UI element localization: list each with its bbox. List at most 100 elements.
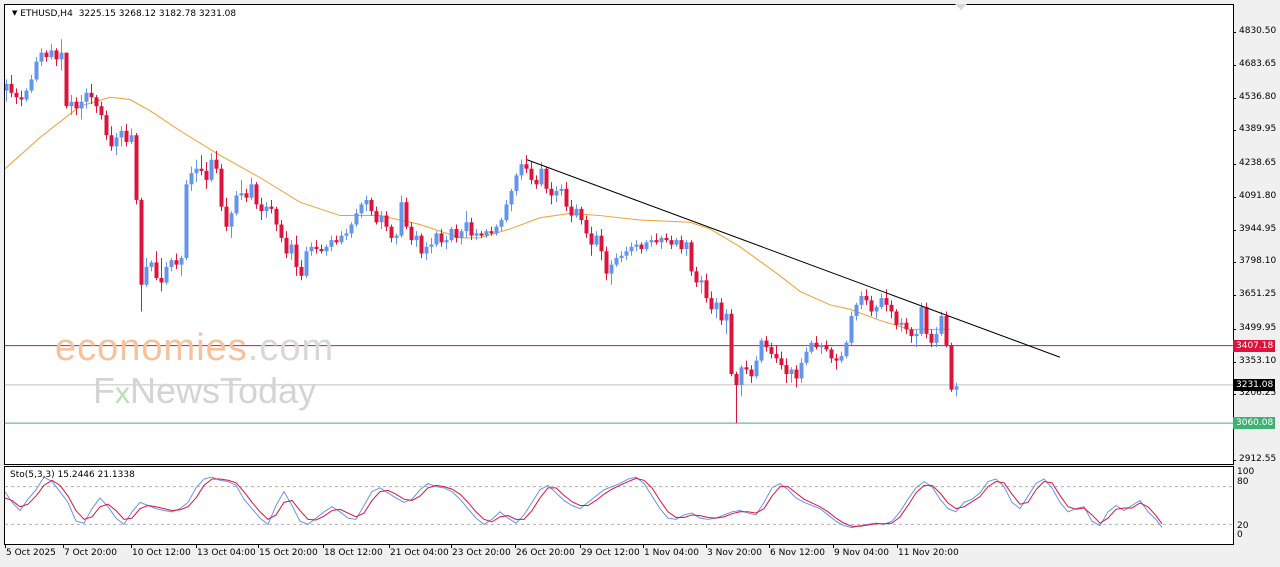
candle (234, 191, 239, 216)
candle (954, 382, 959, 397)
candle (404, 197, 409, 229)
level-80: 80 (1237, 477, 1249, 487)
price-label: 4683.65 (1239, 58, 1277, 69)
candle (929, 329, 934, 348)
candle (899, 318, 904, 332)
candle (284, 231, 289, 258)
downtrend-line[interactable] (526, 159, 1061, 358)
candle (499, 217, 504, 232)
candle (19, 90, 24, 107)
time-label: 9 Nov 04:00 (834, 548, 889, 558)
candle (174, 253, 179, 270)
candle (204, 162, 209, 189)
candle (609, 260, 614, 285)
candle (274, 206, 279, 232)
candle (324, 244, 329, 256)
time-tick (643, 544, 644, 548)
scroll-marker-icon[interactable] (955, 4, 967, 10)
candle (564, 182, 569, 212)
candle (759, 338, 764, 363)
candle (309, 242, 314, 256)
candle (479, 231, 484, 238)
time-tick (323, 544, 324, 548)
ohlc-values-label: 3225.15 3268.12 3182.78 3231.08 (78, 9, 237, 19)
candle (909, 327, 914, 343)
price-chart-pane[interactable]: ▼ ETHUSD,H4 3225.15 3268.12 3182.78 3231… (4, 4, 1234, 465)
chart-title: ▼ ETHUSD,H4 3225.15 3268.12 3182.78 3231… (12, 9, 236, 19)
candle (354, 208, 359, 227)
price-label: 3499.95 (1239, 322, 1277, 333)
candle (659, 235, 664, 250)
price-label: 3206.25 (1239, 388, 1277, 399)
candle (79, 95, 84, 120)
time-label: 26 Oct 20:00 (516, 548, 575, 558)
candle (134, 132, 139, 205)
candle (724, 309, 729, 334)
candle (444, 235, 449, 250)
price-tick (1233, 229, 1236, 231)
candle (34, 57, 39, 82)
candle (804, 347, 809, 366)
stochastic-k-line (5, 476, 1163, 529)
candle (449, 226, 454, 243)
candle (164, 262, 169, 285)
time-label: 11 Nov 20:00 (898, 548, 959, 558)
stochastic-pane[interactable]: Sto(5,3,3) 15.2446 21.1338 (4, 466, 1234, 545)
time-tick (897, 544, 898, 548)
candle (389, 224, 394, 243)
candle (159, 257, 164, 292)
candle (809, 340, 814, 354)
price-label: 3944.95 (1239, 223, 1277, 234)
candle (729, 309, 734, 377)
candle (824, 340, 829, 352)
time-tick (451, 544, 452, 548)
candle (839, 351, 844, 363)
candle (469, 217, 474, 241)
price-axis[interactable]: 4830.50 4683.65 4536.80 4389.95 4238.65 4091.… (1233, 4, 1280, 464)
candle (799, 358, 804, 383)
candle (529, 162, 534, 185)
stochastic-label: Sto(5,3,3) 15.2446 21.1338 (10, 470, 135, 480)
candle (544, 166, 549, 194)
candle (554, 186, 559, 203)
candle (934, 327, 939, 348)
candle (474, 228, 479, 241)
candle (599, 228, 604, 261)
candle (774, 344, 779, 363)
candle (44, 50, 49, 62)
candle (819, 342, 824, 354)
candle (199, 155, 204, 176)
current-price-badge: 3231.08 (1233, 378, 1275, 391)
time-tick (131, 544, 132, 548)
candle (334, 235, 339, 245)
watermark-fxnewstoday: FxNewsToday (93, 370, 317, 411)
candle (879, 293, 884, 310)
candle (939, 311, 944, 337)
candle (734, 371, 739, 424)
candle (214, 150, 219, 174)
candle (549, 182, 554, 205)
triangle-down-icon[interactable]: ▼ (12, 9, 18, 17)
candle (714, 298, 719, 319)
candle (654, 233, 659, 245)
candle (39, 48, 44, 67)
price-label: 4389.95 (1239, 124, 1277, 135)
time-label: 10 Oct 12:00 (132, 548, 191, 558)
candle (739, 365, 744, 397)
candle (834, 353, 839, 370)
candle (584, 215, 589, 238)
candle (794, 365, 799, 388)
level-100: 100 (1237, 467, 1255, 477)
candle (294, 235, 299, 276)
candle (489, 226, 494, 236)
candle (329, 235, 334, 252)
candle (69, 95, 74, 116)
candle (5, 79, 9, 102)
candle (519, 159, 524, 180)
candle (434, 231, 439, 247)
price-chart-canvas (5, 39, 1233, 424)
candle (459, 228, 464, 245)
time-axis[interactable]: 5 Oct 2025 7 Oct 20:00 10 Oct 12:00 13 Oct … (4, 544, 1232, 567)
price-tick (1233, 64, 1236, 66)
